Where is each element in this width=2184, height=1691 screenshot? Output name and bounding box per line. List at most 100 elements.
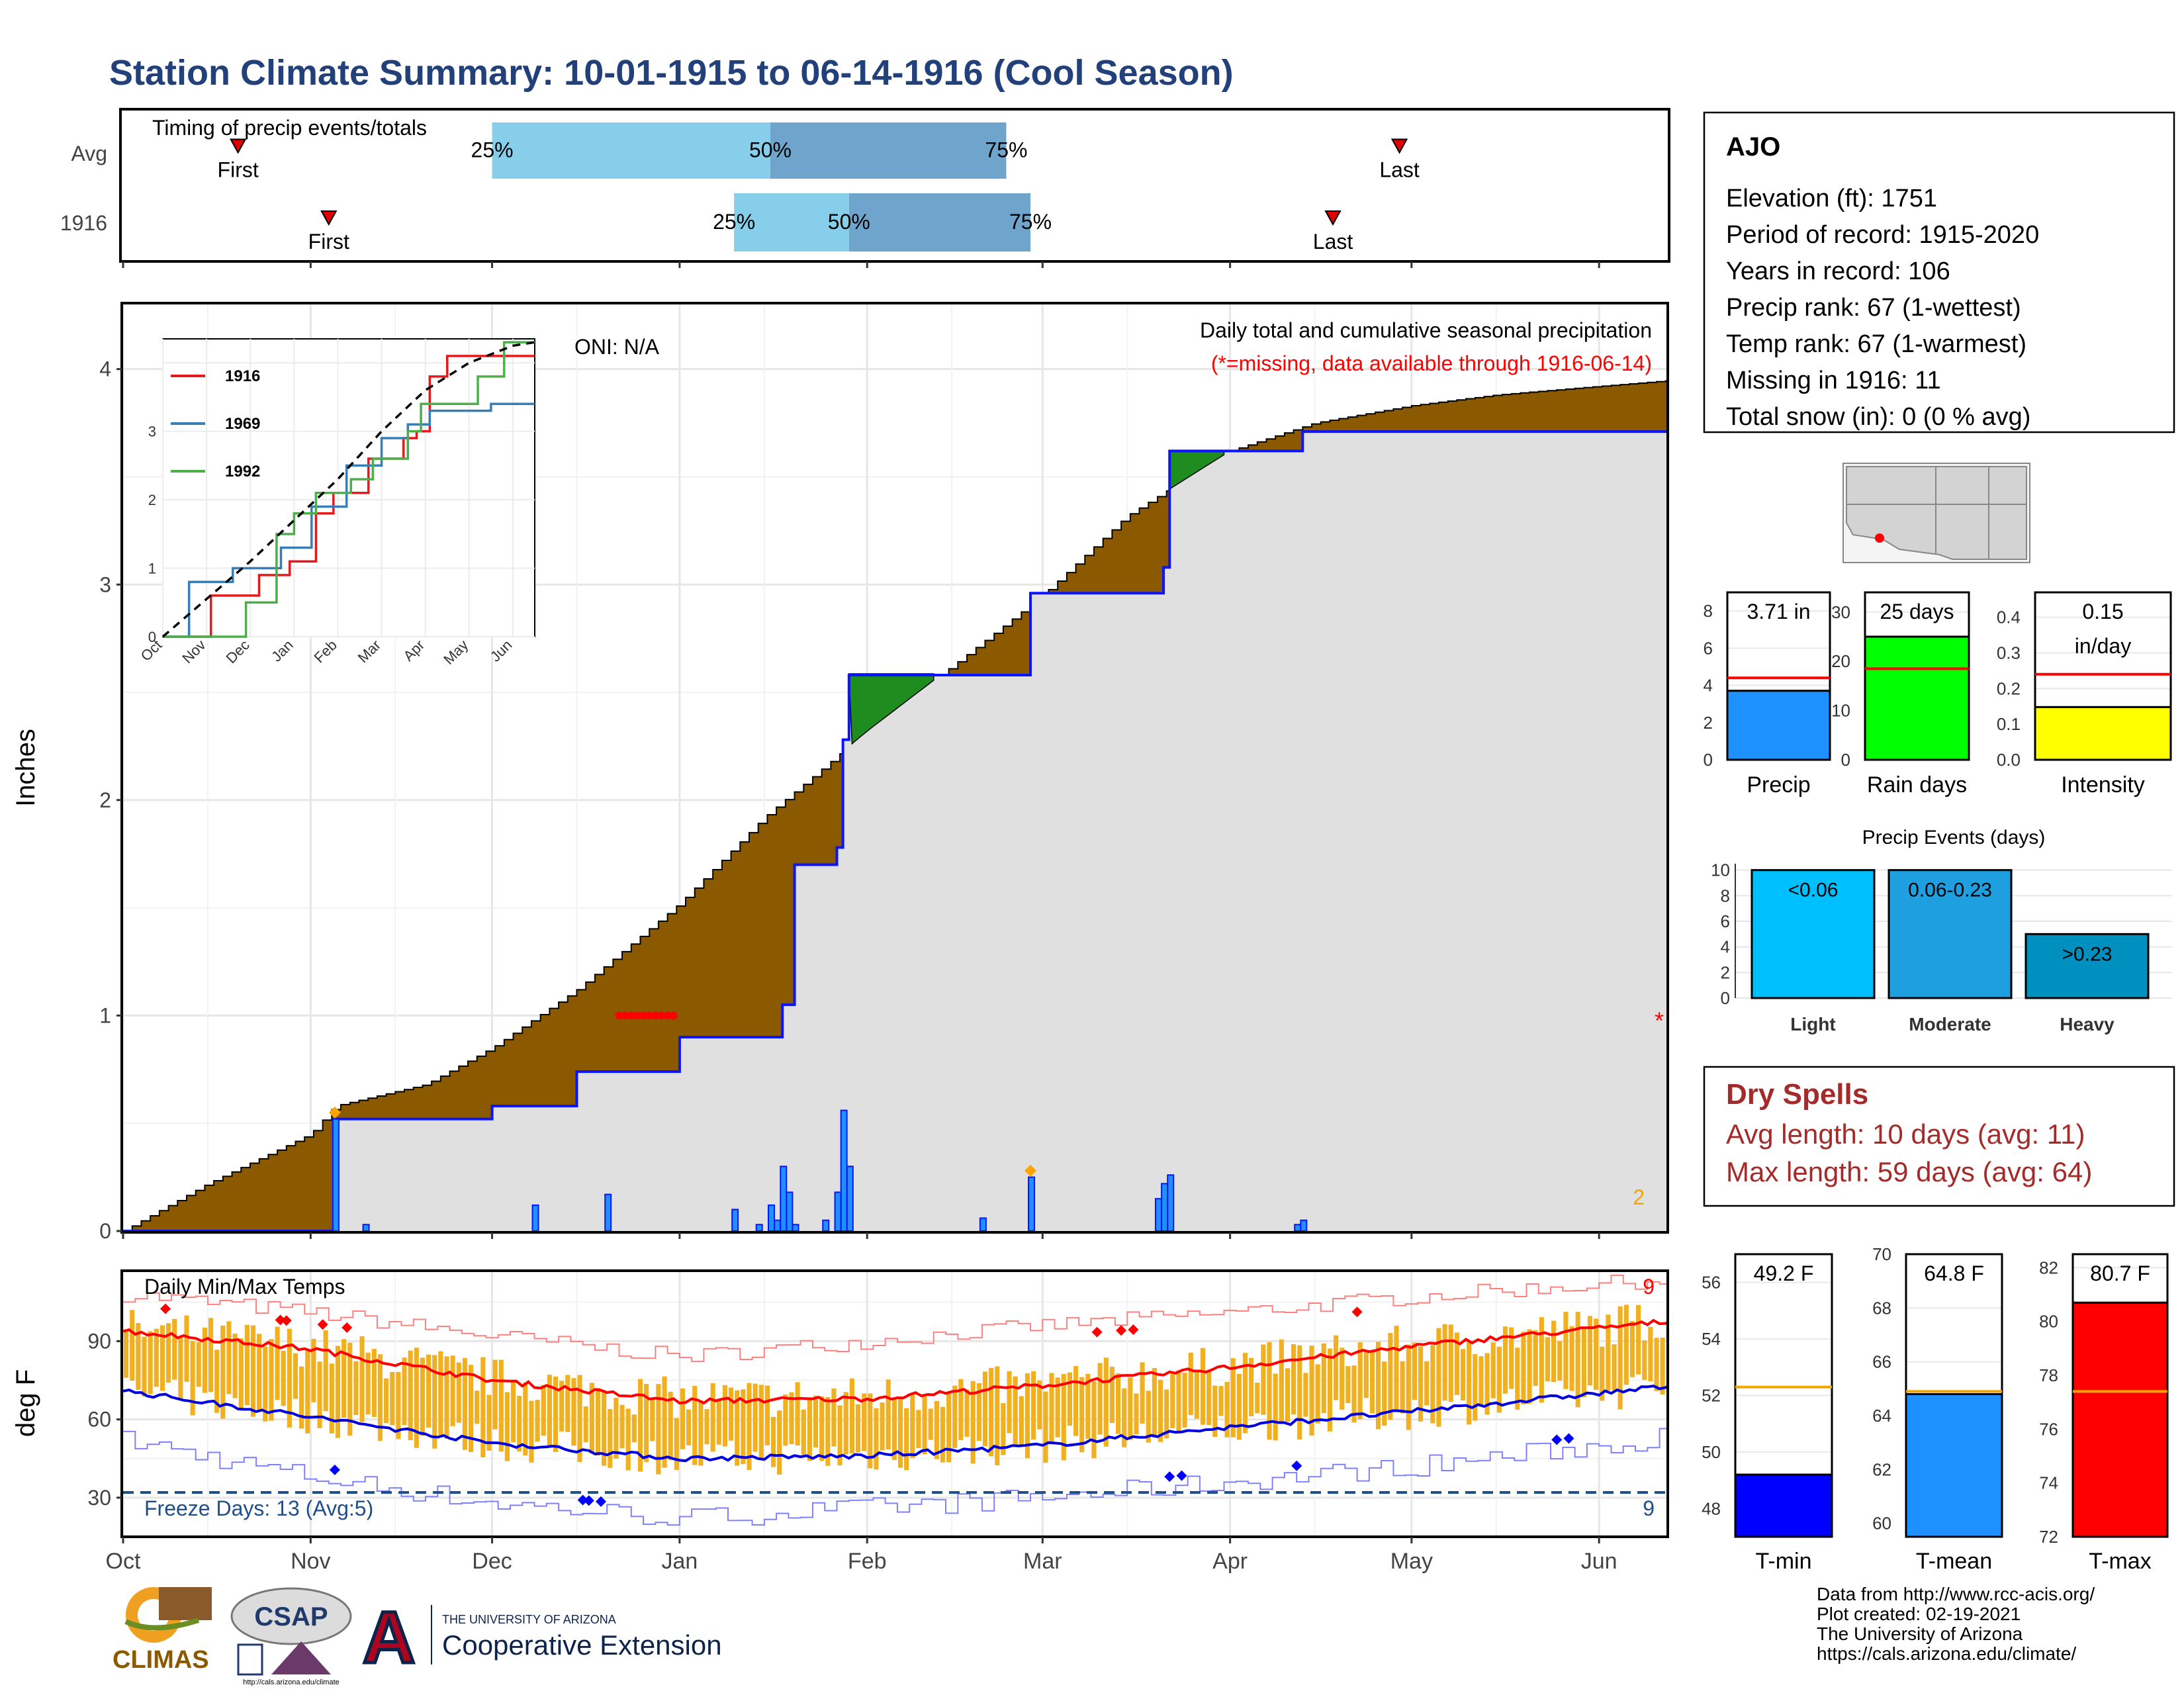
- temp-summary-bar: [1905, 1393, 2003, 1538]
- daily-temp-bar: [1382, 1361, 1387, 1426]
- record-low-marker-icon: [1164, 1471, 1175, 1483]
- daily-temp-bar: [614, 1397, 619, 1459]
- temp-summary-label: T-mean: [1916, 1549, 1992, 1574]
- daily-temp-bar: [202, 1327, 207, 1393]
- temp-summary-y-tick-label: 78: [2039, 1365, 2058, 1385]
- daily-temp-bar: [813, 1395, 819, 1448]
- daily-temp-bar: [1055, 1377, 1060, 1438]
- summary-bar-label: Precip: [1747, 772, 1810, 798]
- daily-temp-bar: [625, 1408, 631, 1471]
- timing-bar-25-50: [734, 193, 849, 251]
- daily-temp-bar: [886, 1379, 891, 1450]
- month-label: Oct: [106, 1549, 141, 1574]
- daily-temp-bar: [1557, 1341, 1563, 1381]
- inset-legend-label: 1992: [225, 463, 260, 480]
- summary-bar-value-label: 3.71 in: [1747, 600, 1810, 623]
- daily-temp-bar: [257, 1334, 262, 1412]
- daily-temp-bar: [468, 1365, 474, 1452]
- temp-summary-y-tick-label: 50: [1702, 1442, 1721, 1462]
- daily-temp-bar: [1255, 1383, 1260, 1414]
- csap-url: http://cals.arizona.edu/climate: [243, 1678, 340, 1686]
- daily-temp-bar: [801, 1409, 806, 1455]
- temp-summary-y-tick-label: 82: [2039, 1257, 2058, 1277]
- footer-line: Plot created: 02-19-2021: [1817, 1604, 2021, 1624]
- summary-y-tick-label: 20: [1831, 651, 1850, 671]
- daily-precip-bar: [846, 1165, 854, 1231]
- inset-x-tick-label: Oct: [138, 637, 165, 664]
- events-bar-label: Light: [1790, 1014, 1835, 1034]
- daily-temp-bar: [287, 1328, 292, 1428]
- daily-temp-bar: [1369, 1351, 1375, 1414]
- daily-temp-bar: [674, 1418, 679, 1471]
- daily-temp-bar: [1007, 1371, 1012, 1434]
- missing-day-marker: [663, 1011, 672, 1020]
- daily-temp-bar: [1539, 1317, 1544, 1403]
- daily-temp-bar: [565, 1375, 570, 1432]
- daily-temp-bar: [989, 1367, 994, 1457]
- daily-temp-bar: [680, 1388, 686, 1449]
- csap-text: CSAP: [254, 1602, 328, 1631]
- daily-temp-bar: [1448, 1324, 1453, 1402]
- daily-precip-bar: [604, 1193, 612, 1231]
- daily-temp-bar: [770, 1416, 776, 1467]
- summary-y-tick-label: 0: [1704, 750, 1713, 770]
- summary-y-tick-label: 0.1: [1997, 714, 2021, 734]
- record-low-marker-icon: [596, 1496, 607, 1507]
- daily-temp-bar: [462, 1357, 467, 1450]
- daily-temp-bar: [1388, 1333, 1393, 1420]
- missing-day-marker: [645, 1011, 654, 1020]
- inset-legend-label: 1916: [225, 367, 260, 385]
- timing-first-marker-icon: [320, 210, 338, 226]
- daily-temp-bar: [747, 1383, 752, 1470]
- daily-temp-bar: [232, 1333, 238, 1398]
- daily-temp-bar: [335, 1346, 341, 1438]
- daily-precip-bar: [755, 1224, 763, 1231]
- daily-temp-bar: [263, 1346, 268, 1422]
- daily-temp-bar: [589, 1383, 594, 1454]
- csap-bars-icon: [237, 1643, 263, 1676]
- daily-temp-bar: [1061, 1374, 1066, 1461]
- daily-temp-bar: [1182, 1373, 1187, 1428]
- events-y-tick-label: 8: [1721, 886, 1730, 905]
- daily-temp-bar: [1122, 1388, 1127, 1447]
- freeze-label: Freeze Days: 13 (Avg:5): [144, 1496, 373, 1520]
- summary-bars: 0 2 4 6 8 3.71 in Precip 0 10 20 30 25 days Rain day…: [1704, 591, 2172, 798]
- inset-x-tick-label: Apr: [400, 637, 428, 664]
- daily-temp-bar: [1001, 1403, 1006, 1455]
- daily-temp-bar: [1315, 1364, 1320, 1424]
- timing-panel: Timing of precip events/totals Avg 1916 …: [60, 108, 1670, 268]
- daily-temp-bar: [1291, 1344, 1297, 1415]
- daily-temp-bar: [547, 1375, 552, 1447]
- month-label: Feb: [848, 1549, 887, 1574]
- temp-summary-y-tick-label: 72: [2039, 1527, 2058, 1547]
- daily-temp-bar: [432, 1355, 437, 1449]
- precip-frame: [120, 302, 1669, 1234]
- events-y-tick-label: 4: [1721, 937, 1730, 957]
- missing-day-marker: [621, 1011, 629, 1020]
- daily-temp-bar: [1484, 1353, 1490, 1415]
- daily-temp-bar: [644, 1383, 649, 1463]
- timing-first-label: First: [218, 158, 259, 182]
- extreme-event-marker-icon: [328, 1106, 341, 1119]
- timing-last-marker-icon: [1390, 138, 1408, 154]
- daily-precip-bar: [840, 1109, 848, 1231]
- summary-bar-value: [1864, 635, 1970, 761]
- daily-precip-bar: [531, 1204, 539, 1231]
- footer-credits: Data from http://www.rcc-acis.org/Plot c…: [1817, 1584, 2095, 1664]
- daily-precip-bar: [767, 1204, 775, 1231]
- summary-bar-value: [2034, 706, 2172, 761]
- daily-temp-bar: [1581, 1328, 1586, 1398]
- daily-temp-bar: [662, 1376, 667, 1468]
- station-name: AJO: [1726, 132, 1780, 161]
- daily-temp-bar: [1103, 1357, 1109, 1447]
- daily-temp-bar: [196, 1342, 201, 1387]
- temp-summary-y-tick-label: 64: [1872, 1406, 1891, 1426]
- climas-mesa-icon: [159, 1587, 212, 1620]
- daily-temp-bar: [529, 1400, 534, 1463]
- daily-temp-bar: [226, 1321, 232, 1394]
- temp-top-count: 9: [1643, 1275, 1655, 1299]
- logo-university-of-arizona: A THE UNIVERSITY OF ARIZONA Cooperative …: [361, 1596, 722, 1680]
- inset-y-tick-label: 3: [148, 424, 156, 440]
- events-y-tick-label: 6: [1721, 911, 1730, 931]
